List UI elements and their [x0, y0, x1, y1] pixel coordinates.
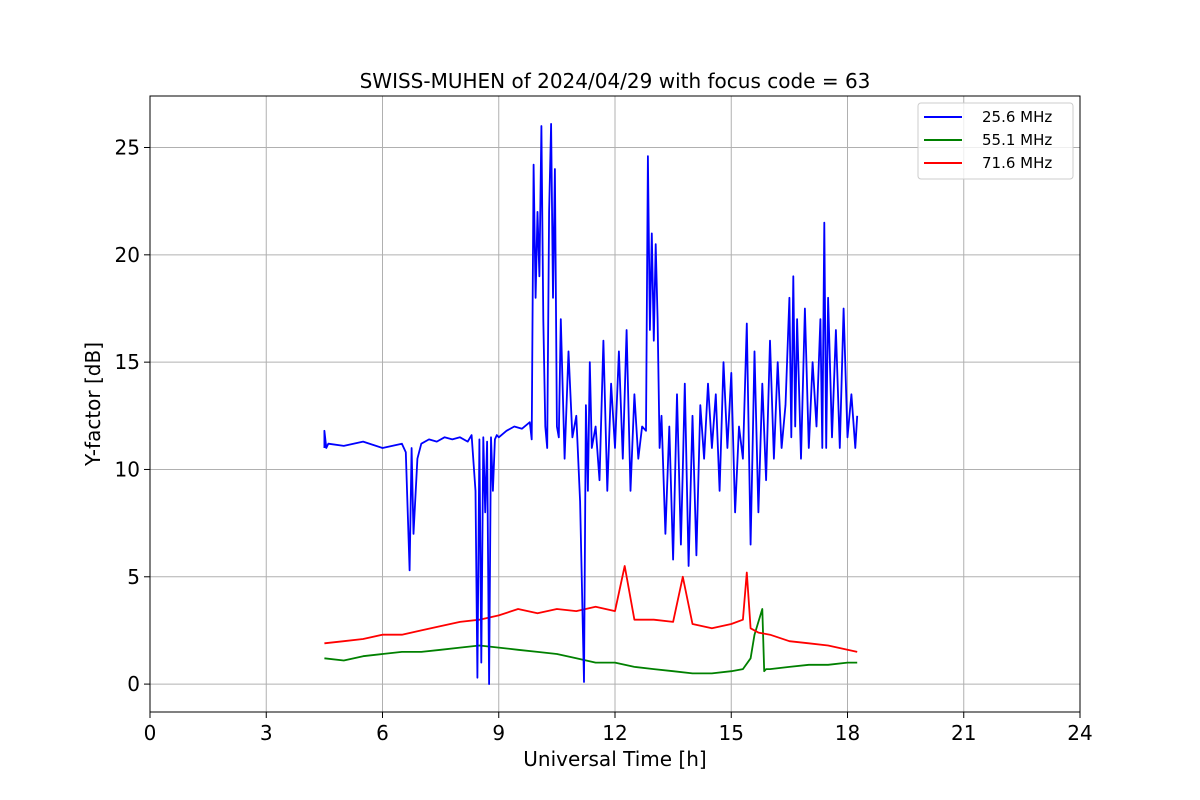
legend-label: 55.1 MHz — [982, 131, 1052, 149]
x-tick-label: 18 — [835, 721, 860, 745]
series-group — [323, 123, 859, 685]
y-tick-label: 5 — [127, 565, 140, 589]
x-tick-label: 12 — [602, 721, 627, 745]
series-line-55-1-mhz — [324, 608, 858, 675]
y-tick-label: 0 — [127, 672, 140, 696]
x-tick-label: 3 — [260, 721, 273, 745]
y-axis-label: Y-factor [dB] — [81, 342, 105, 467]
x-tick-label: 9 — [492, 721, 505, 745]
y-tick-label: 10 — [115, 457, 140, 481]
chart-title: SWISS-MUHEN of 2024/04/29 with focus cod… — [360, 69, 871, 93]
x-tick-label: 0 — [144, 721, 157, 745]
legend: 25.6 MHz 55.1 MHz 71.6 MHz — [917, 102, 1074, 180]
y-tick-label: 25 — [115, 136, 140, 160]
series-line-71-6-mhz — [324, 565, 858, 653]
y-tick-label: 15 — [115, 350, 140, 374]
x-tick-label: 15 — [719, 721, 744, 745]
x-tick-label: 6 — [376, 721, 389, 745]
series-line-25-6-mhz — [323, 123, 859, 685]
x-tick-label: 24 — [1067, 721, 1092, 745]
x-tick-label: 21 — [951, 721, 976, 745]
y-tick-label: 20 — [115, 243, 140, 267]
x-axis-label: Universal Time [h] — [523, 747, 706, 771]
axis-ticks: 0 3 6 9 12 15 18 21 24 0 5 10 15 20 25 — [115, 136, 1093, 745]
legend-label: 71.6 MHz — [982, 154, 1052, 172]
legend-box — [917, 102, 1074, 180]
legend-label: 25.6 MHz — [982, 108, 1052, 126]
